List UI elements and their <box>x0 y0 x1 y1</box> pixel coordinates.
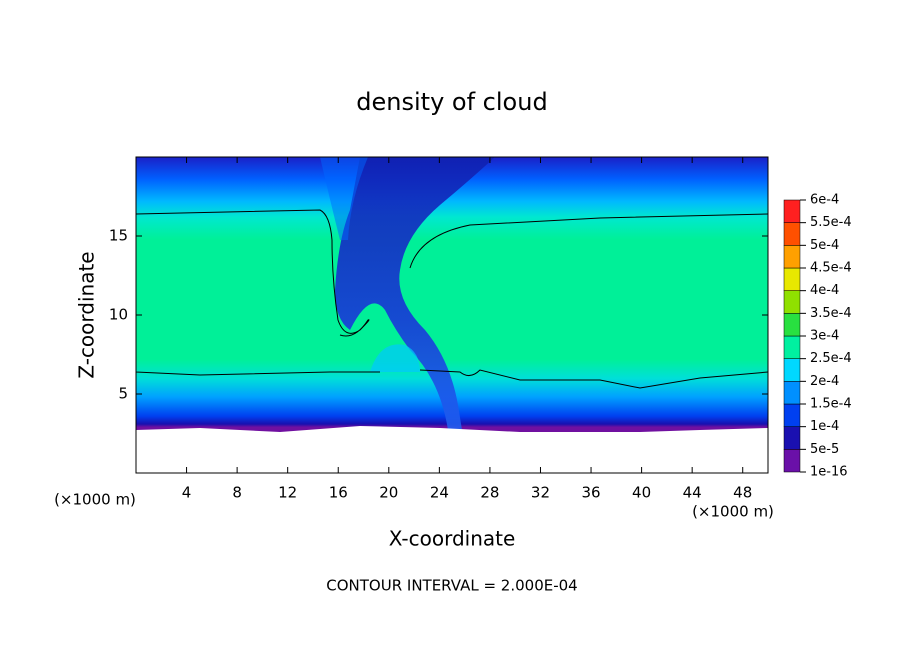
x-tick-label: 32 <box>531 484 550 502</box>
colorbar-label: 1e-16 <box>810 465 848 480</box>
colorbar-label: 3.5e-4 <box>810 306 852 321</box>
x-tick-label: 48 <box>733 484 752 502</box>
y-tick-label: 15 <box>109 227 128 245</box>
y-axis-label: Z-coordinate <box>75 251 99 378</box>
colorbar-band <box>783 222 801 246</box>
x-unit-label: (×1000 m) <box>692 503 774 521</box>
colorbar-band <box>783 245 801 269</box>
x-tick-label: 40 <box>632 484 651 502</box>
colorbar-band <box>783 199 801 223</box>
colorbar-label: 4.5e-4 <box>810 261 852 276</box>
y-tick-label: 5 <box>118 385 128 403</box>
x-tick-label: 24 <box>430 484 449 502</box>
x-tick-label: 28 <box>480 484 499 502</box>
colorbar-band <box>783 290 801 314</box>
x-tick-label: 12 <box>278 484 297 502</box>
x-unit-label: (×1000 m) <box>54 491 136 509</box>
colorbar-label: 4e-4 <box>810 283 839 298</box>
contour-field <box>136 157 768 473</box>
footer-note: CONTOUR INTERVAL = 2.000E-04 <box>326 577 577 595</box>
colorbar-label: 2e-4 <box>810 374 839 389</box>
colorbar-band <box>783 313 801 337</box>
colorbar-band <box>783 403 801 427</box>
colorbar-label: 6e-4 <box>810 193 839 208</box>
colorbar-band <box>783 358 801 382</box>
x-tick-label: 36 <box>581 484 600 502</box>
x-tick-label: 4 <box>182 484 192 502</box>
colorbar-label: 5e-5 <box>810 442 839 457</box>
x-tick-label: 20 <box>379 484 398 502</box>
colorbar-label: 3e-4 <box>810 329 839 344</box>
x-tick-label: 16 <box>329 484 348 502</box>
x-tick-label: 44 <box>683 484 702 502</box>
colorbar-label: 5e-4 <box>810 238 839 253</box>
colorbar-band <box>783 267 801 291</box>
colorbar-label: 1.5e-4 <box>810 397 852 412</box>
colorbar-label: 2.5e-4 <box>810 351 852 366</box>
x-axis-label: X-coordinate <box>389 527 516 551</box>
colorbar-label: 1e-4 <box>810 419 839 434</box>
chart-title: density of cloud <box>356 88 547 116</box>
x-tick-label: 8 <box>232 484 242 502</box>
colorbar-band <box>783 426 801 450</box>
colorbar-band <box>783 449 801 473</box>
colorbar-band <box>783 381 801 405</box>
colorbar-band <box>783 335 801 359</box>
colorbar-label: 5.5e-4 <box>810 215 852 230</box>
y-tick-label: 10 <box>109 306 128 324</box>
